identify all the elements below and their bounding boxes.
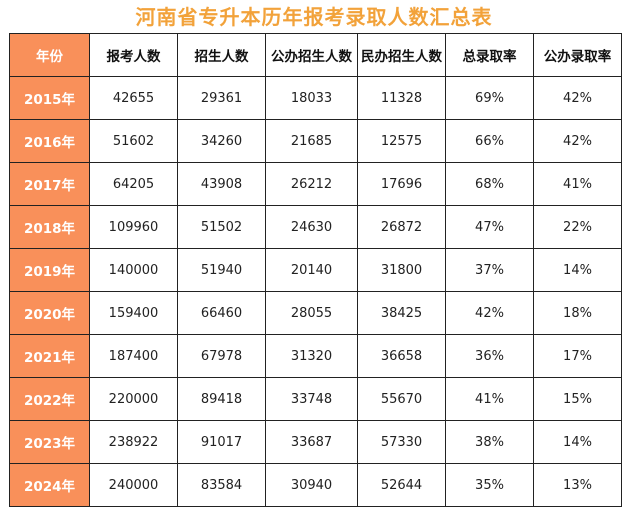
cell-total-rate: 42% (445, 291, 534, 335)
header-enrolled: 招生人数 (177, 33, 266, 77)
header-public-rate: 公办录取率 (533, 33, 622, 77)
table-row: 2017年 64205 43908 26212 17696 68% 41% (9, 162, 622, 206)
cell-private-enrolled: 57330 (357, 420, 446, 464)
cell-enrolled: 89418 (177, 377, 266, 421)
cell-year: 2019年 (9, 248, 90, 292)
cell-total-rate: 36% (445, 334, 534, 378)
cell-public-enrolled: 26212 (265, 162, 358, 206)
cell-enrolled: 51940 (177, 248, 266, 292)
cell-enrolled: 34260 (177, 119, 266, 163)
header-total-rate: 总录取率 (445, 33, 534, 77)
cell-public-enrolled: 24630 (265, 205, 358, 249)
table-row: 2018年 109960 51502 24630 26872 47% 22% (9, 205, 622, 249)
cell-enrolled: 51502 (177, 205, 266, 249)
cell-enrolled: 67978 (177, 334, 266, 378)
cell-public-rate: 15% (533, 377, 622, 421)
cell-public-enrolled: 31320 (265, 334, 358, 378)
cell-public-enrolled: 28055 (265, 291, 358, 335)
cell-year: 2016年 (9, 119, 90, 163)
cell-year: 2022年 (9, 377, 90, 421)
cell-public-rate: 18% (533, 291, 622, 335)
table-header-row: 年份 报考人数 招生人数 公办招生人数 民办招生人数 总录取率 公办录取率 (9, 33, 622, 77)
cell-enrolled: 29361 (177, 76, 266, 120)
cell-public-rate: 22% (533, 205, 622, 249)
cell-public-rate: 13% (533, 463, 622, 507)
cell-total-rate: 41% (445, 377, 534, 421)
cell-year: 2017年 (9, 162, 90, 206)
table-row: 2015年 42655 29361 18033 11328 69% 42% (9, 76, 622, 120)
table-row: 2024年 240000 83584 30940 52644 35% 13% (9, 463, 622, 507)
cell-applicants: 51602 (89, 119, 178, 163)
cell-private-enrolled: 38425 (357, 291, 446, 335)
header-applicants: 报考人数 (89, 33, 178, 77)
cell-year: 2021年 (9, 334, 90, 378)
cell-applicants: 220000 (89, 377, 178, 421)
header-public-enrolled: 公办招生人数 (265, 33, 358, 77)
cell-public-enrolled: 30940 (265, 463, 358, 507)
cell-private-enrolled: 52644 (357, 463, 446, 507)
cell-public-rate: 41% (533, 162, 622, 206)
cell-public-rate: 14% (533, 420, 622, 464)
table-row: 2019年 140000 51940 20140 31800 37% 14% (9, 248, 622, 292)
header-private-enrolled: 民办招生人数 (357, 33, 446, 77)
cell-total-rate: 35% (445, 463, 534, 507)
table-row: 2016年 51602 34260 21685 12575 66% 42% (9, 119, 622, 163)
cell-public-rate: 14% (533, 248, 622, 292)
header-year: 年份 (9, 33, 90, 77)
cell-enrolled: 43908 (177, 162, 266, 206)
cell-enrolled: 91017 (177, 420, 266, 464)
cell-year: 2024年 (9, 463, 90, 507)
cell-enrolled: 66460 (177, 291, 266, 335)
cell-private-enrolled: 31800 (357, 248, 446, 292)
cell-total-rate: 69% (445, 76, 534, 120)
cell-applicants: 42655 (89, 76, 178, 120)
admission-summary-table: 年份 报考人数 招生人数 公办招生人数 民办招生人数 总录取率 公办录取率 20… (9, 33, 622, 507)
cell-year: 2023年 (9, 420, 90, 464)
cell-private-enrolled: 26872 (357, 205, 446, 249)
table-row: 2023年 238922 91017 33687 57330 38% 14% (9, 420, 622, 464)
cell-applicants: 240000 (89, 463, 178, 507)
cell-applicants: 159400 (89, 291, 178, 335)
cell-year: 2020年 (9, 291, 90, 335)
cell-private-enrolled: 55670 (357, 377, 446, 421)
cell-private-enrolled: 36658 (357, 334, 446, 378)
cell-public-rate: 42% (533, 76, 622, 120)
cell-public-rate: 17% (533, 334, 622, 378)
cell-public-enrolled: 20140 (265, 248, 358, 292)
cell-public-enrolled: 18033 (265, 76, 358, 120)
cell-total-rate: 37% (445, 248, 534, 292)
cell-total-rate: 68% (445, 162, 534, 206)
cell-applicants: 64205 (89, 162, 178, 206)
table-row: 2020年 159400 66460 28055 38425 42% 18% (9, 291, 622, 335)
cell-year: 2018年 (9, 205, 90, 249)
cell-public-rate: 42% (533, 119, 622, 163)
cell-private-enrolled: 17696 (357, 162, 446, 206)
cell-applicants: 109960 (89, 205, 178, 249)
cell-public-enrolled: 33748 (265, 377, 358, 421)
cell-total-rate: 47% (445, 205, 534, 249)
cell-applicants: 140000 (89, 248, 178, 292)
cell-applicants: 187400 (89, 334, 178, 378)
cell-private-enrolled: 11328 (357, 76, 446, 120)
cell-applicants: 238922 (89, 420, 178, 464)
table-row: 2022年 220000 89418 33748 55670 41% 15% (9, 377, 622, 421)
cell-total-rate: 38% (445, 420, 534, 464)
cell-total-rate: 66% (445, 119, 534, 163)
page-title: 河南省专升本历年报考录取人数汇总表 (135, 5, 493, 29)
cell-public-enrolled: 33687 (265, 420, 358, 464)
cell-enrolled: 83584 (177, 463, 266, 507)
cell-public-enrolled: 21685 (265, 119, 358, 163)
cell-private-enrolled: 12575 (357, 119, 446, 163)
table-row: 2021年 187400 67978 31320 36658 36% 17% (9, 334, 622, 378)
cell-year: 2015年 (9, 76, 90, 120)
